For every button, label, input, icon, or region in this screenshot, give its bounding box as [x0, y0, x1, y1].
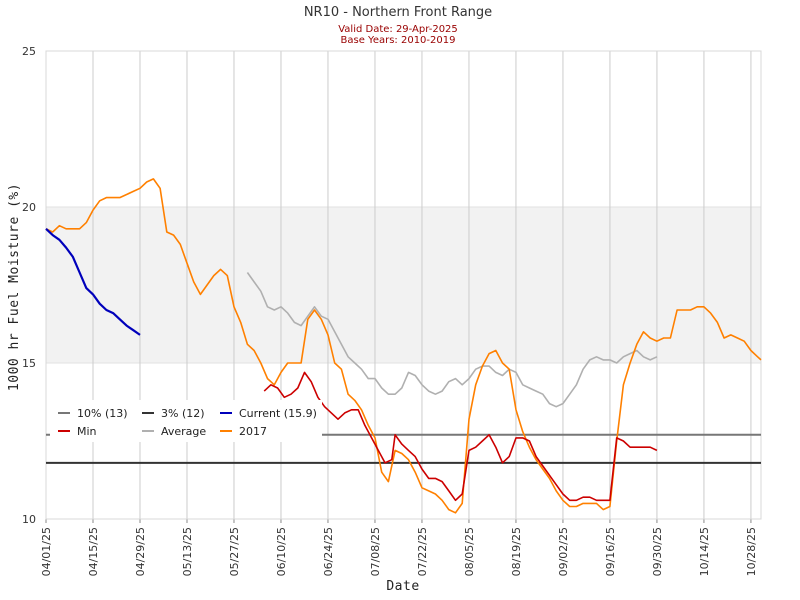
plot-area: 04/01/25 04/15/25 04/29/25 05/13/25 05/27/25… [22, 45, 762, 576]
legend-label-year2017: 2017 [239, 425, 267, 438]
x-axis-title: Date [386, 579, 419, 594]
x-tick-label: 07/08/25 [369, 527, 382, 576]
x-tick-label: 04/15/25 [87, 527, 100, 576]
normal-range-band [46, 207, 761, 363]
x-tick-label: 08/19/25 [510, 527, 523, 576]
series-line-average [246, 272, 658, 408]
legend-label-current: Current (15.9) [239, 407, 317, 420]
x-tick-label: 10/14/25 [698, 527, 711, 576]
legend-label-min: Min [77, 425, 97, 438]
legend: 10% (13) 3% (12) Current (15.9) Min Average 2… [50, 400, 322, 442]
x-tick-label: 06/10/25 [275, 527, 288, 576]
x-tick-label: 06/24/25 [322, 527, 335, 576]
y-tick-label: 10 [22, 513, 36, 526]
x-tick-label: 05/13/25 [181, 527, 194, 576]
x-tick-label: 04/01/25 [40, 527, 53, 576]
y-tick-label: 20 [22, 201, 36, 214]
legend-label-average: Average [161, 425, 206, 438]
y-tick-label: 15 [22, 357, 36, 370]
chart-subtitle-base-years: Base Years: 2010-2019 [341, 35, 456, 46]
x-tick-label: 05/27/25 [228, 527, 241, 576]
series-line-min [263, 371, 658, 502]
legend-label-pct3: 3% (12) [161, 407, 205, 420]
y-tick-label: 25 [22, 45, 36, 58]
chart-title: NR10 - Northern Front Range [304, 5, 492, 20]
x-tick-label: 10/28/25 [745, 527, 758, 576]
x-tick-label: 04/29/25 [134, 527, 147, 576]
series-line-current [45, 227, 141, 336]
legend-background [50, 400, 322, 442]
y-axis-title: 1000 hr Fuel Moisture (%) [7, 183, 22, 391]
x-tick-label: 08/05/25 [463, 527, 476, 576]
x-tick-label: 09/02/25 [557, 527, 570, 576]
plot-border [45, 50, 762, 520]
series-line-year2017 [45, 178, 762, 514]
chart-subtitle-valid-date: Valid Date: 29-Apr-2025 [338, 24, 458, 35]
x-tick-label: 07/22/25 [416, 527, 429, 576]
x-tick-label: 09/30/25 [651, 527, 664, 576]
x-tick-label: 09/16/25 [604, 527, 617, 576]
legend-label-pct10: 10% (13) [77, 407, 128, 420]
